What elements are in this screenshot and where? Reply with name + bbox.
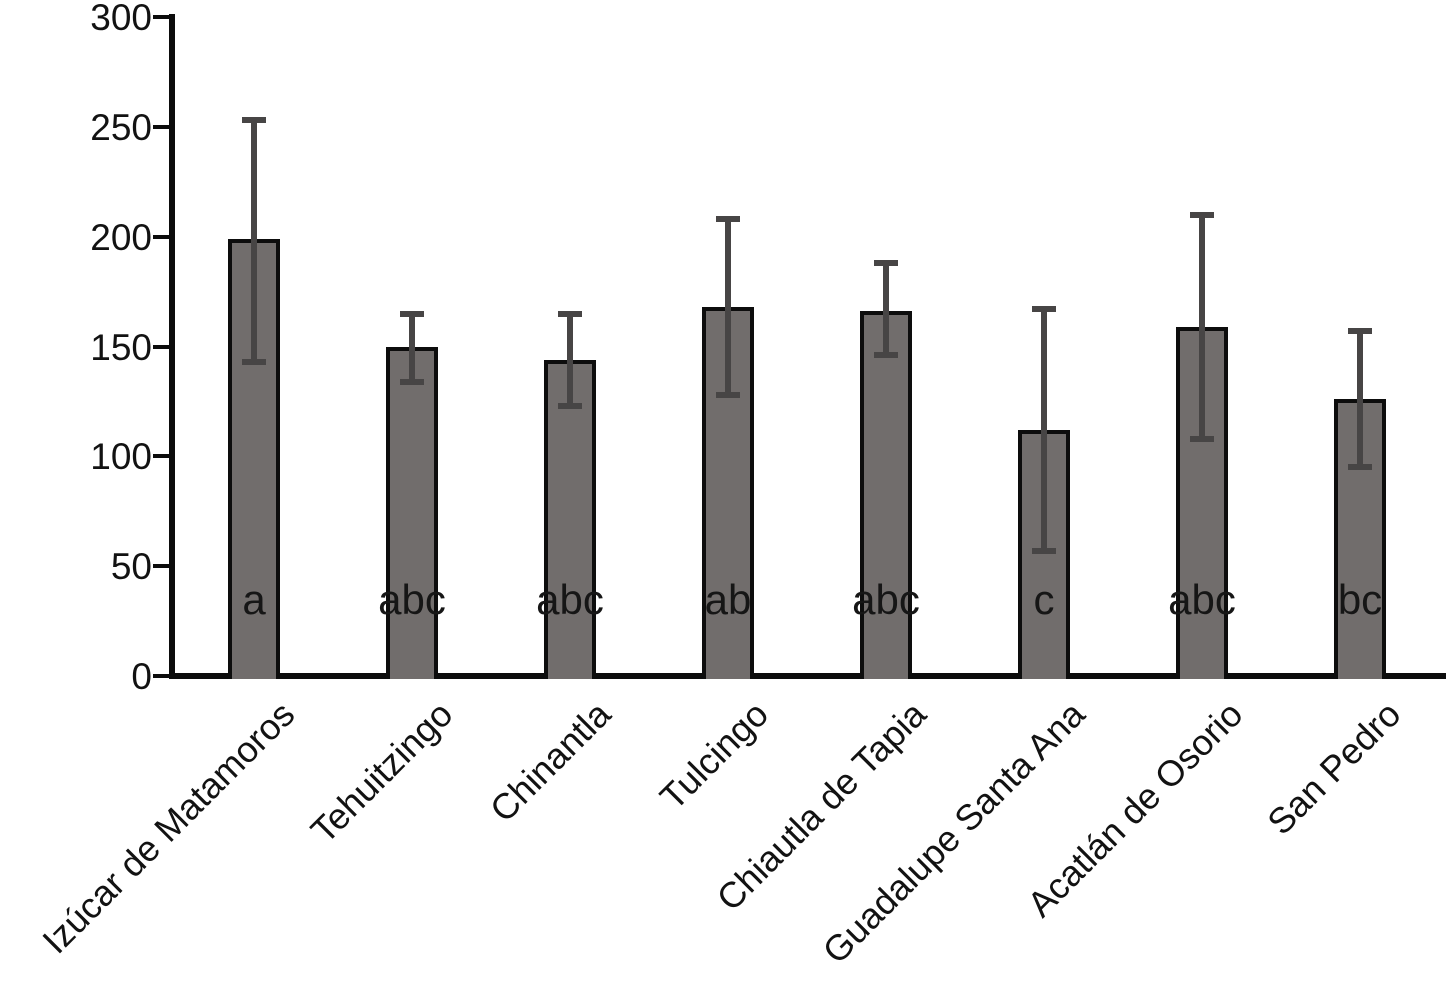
x-axis-category-label: Tehuitzingo (302, 693, 461, 852)
significance-letter: abc (1168, 576, 1236, 623)
error-bar-cap-top (558, 310, 582, 317)
error-bar-cap-bottom (1348, 464, 1372, 471)
bar (386, 346, 438, 679)
error-bar-line (1199, 214, 1205, 439)
error-bar-cap-bottom (558, 402, 582, 409)
error-bar-line (567, 313, 573, 406)
y-axis-tick-label: 150 (90, 326, 152, 368)
y-axis-tick (153, 234, 169, 239)
bar (544, 359, 596, 679)
y-axis-tick-label: 100 (90, 436, 152, 478)
error-bar-cap-bottom (1190, 435, 1214, 442)
x-axis-line (169, 673, 1446, 679)
y-axis-tick (153, 564, 169, 569)
y-axis-tick-label: 0 (131, 656, 152, 697)
error-bar-cap-top (716, 216, 740, 223)
error-bar-cap-top (1190, 211, 1214, 218)
significance-letter: c (1033, 576, 1055, 623)
error-bar-cap-bottom (1032, 547, 1056, 554)
error-bar-cap-bottom (874, 352, 898, 359)
significance-letter: ab (704, 576, 752, 623)
error-bar-line (883, 263, 889, 356)
y-axis-tick-label: 250 (90, 106, 152, 148)
y-axis-line (169, 14, 175, 679)
error-bar-cap-bottom (400, 378, 424, 385)
significance-letter: abc (378, 576, 446, 623)
y-axis-tick (153, 344, 169, 349)
error-bar-line (1357, 331, 1363, 468)
y-axis-tick (153, 454, 169, 459)
error-bar-cap-top (400, 310, 424, 317)
error-bar-line (409, 313, 415, 382)
x-axis-category-label: Chinantla (481, 693, 619, 830)
error-bar-cap-bottom (716, 391, 740, 398)
significance-letter: a (242, 576, 266, 623)
bar (228, 238, 280, 679)
error-bar-line (1041, 309, 1047, 551)
x-axis-category-label: Guadalupe Santa Ana (814, 693, 1093, 972)
error-bar-cap-top (242, 117, 266, 124)
y-axis-tick (153, 15, 169, 19)
x-axis-category-label: Izúcar de Matamoros (34, 693, 303, 962)
error-bar-line (725, 219, 731, 395)
significance-letter: abc (852, 576, 920, 623)
error-bar-cap-top (1032, 306, 1056, 313)
x-axis-category-label: Tulcingo (652, 693, 777, 818)
y-axis-tick (153, 674, 169, 678)
error-bar-cap-top (1348, 328, 1372, 335)
y-axis-tick (153, 124, 169, 129)
x-axis-category-label: San Pedro (1258, 693, 1409, 843)
y-axis-tick-label: 200 (90, 216, 152, 258)
significance-letter: bc (1337, 576, 1383, 623)
y-axis-tick-label: 300 (90, 0, 152, 38)
y-axis-tick-label: 50 (110, 546, 152, 588)
error-bar-cap-bottom (242, 358, 266, 365)
bar (860, 311, 912, 679)
error-bar-cap-top (874, 260, 898, 267)
significance-letter: abc (536, 576, 604, 623)
bar (1018, 429, 1070, 679)
error-bar-line (251, 120, 257, 362)
